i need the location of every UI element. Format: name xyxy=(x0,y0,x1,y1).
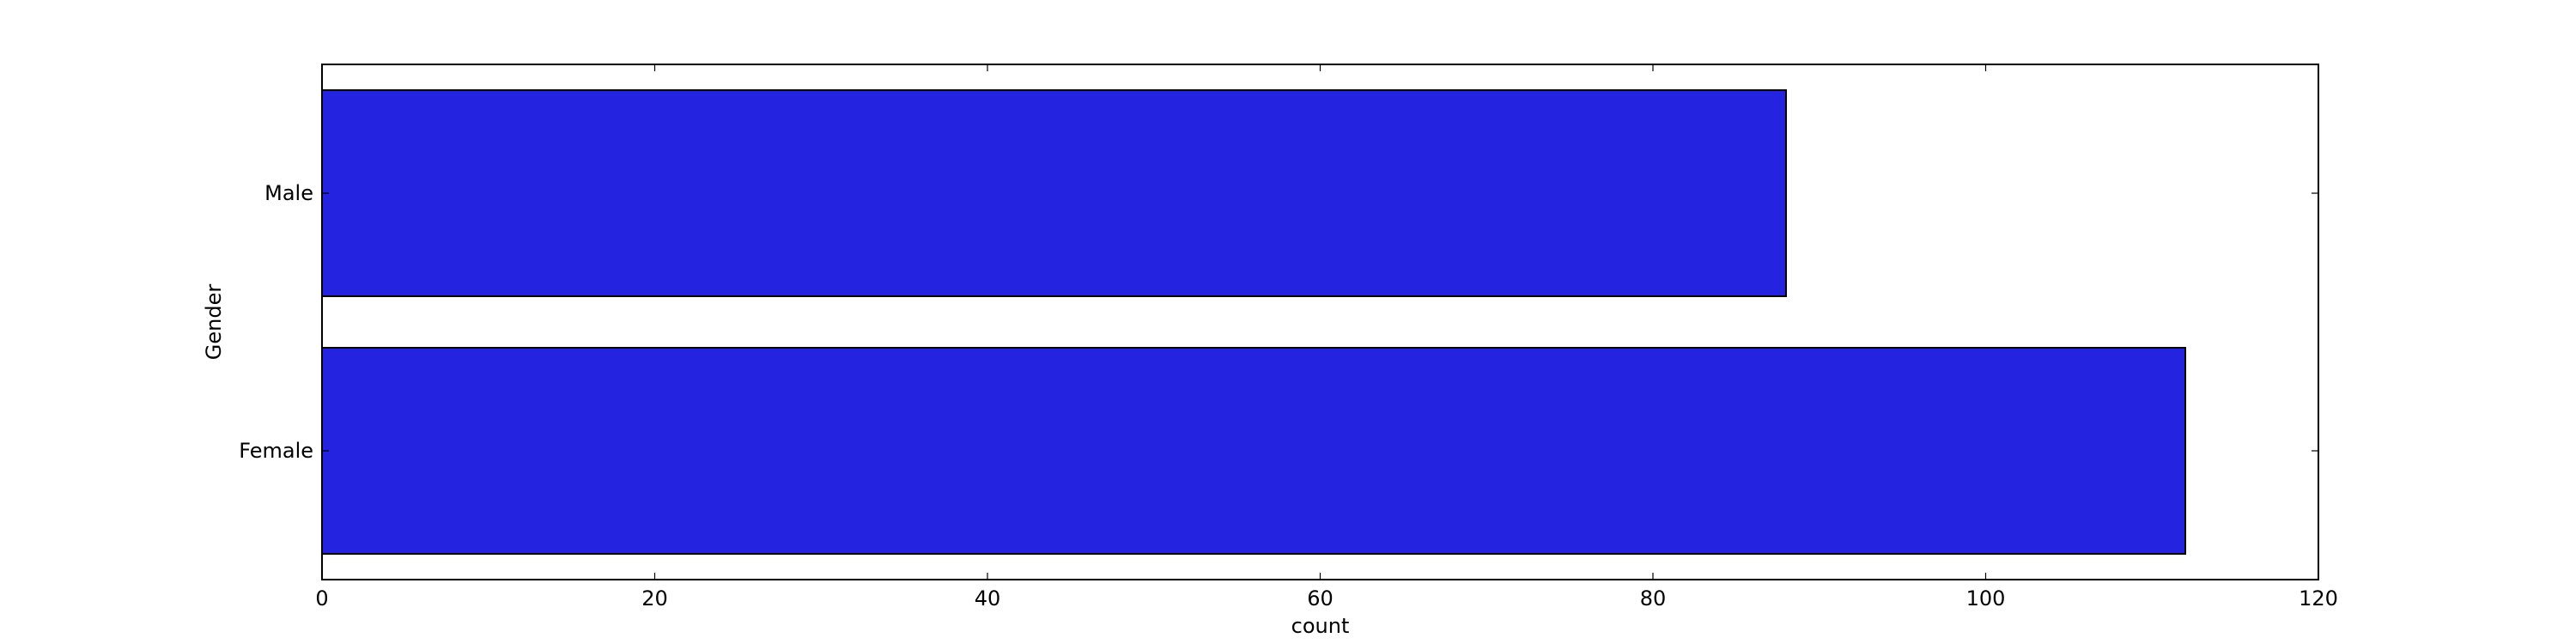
y-tick-label: Female xyxy=(239,439,313,463)
y-tick-label: Male xyxy=(264,181,313,205)
x-tick-label: 80 xyxy=(1640,586,1667,611)
x-tick-label: 40 xyxy=(975,586,1001,611)
x-tick-label: 20 xyxy=(641,586,668,611)
x-tick-label: 120 xyxy=(2299,586,2338,611)
x-tick-label: 0 xyxy=(315,586,328,611)
bars-group xyxy=(321,89,2186,555)
y-ticks-group: Male Female xyxy=(239,181,2318,463)
bar-female xyxy=(321,347,2186,555)
x-tick-label: 100 xyxy=(1966,586,2006,611)
y-axis-label: Gender xyxy=(202,284,226,361)
bar-male xyxy=(321,89,1787,297)
x-axis-label: count xyxy=(1291,614,1350,638)
x-tick-label: 60 xyxy=(1307,586,1334,611)
x-ticks-group: 0 20 40 60 80 100 120 xyxy=(315,64,2338,611)
